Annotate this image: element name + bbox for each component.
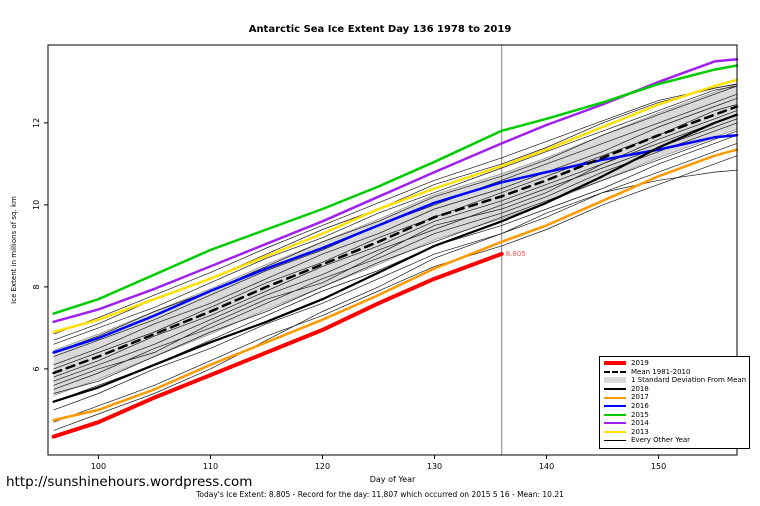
legend-label: 2017	[631, 393, 649, 402]
legend-swatch	[604, 431, 626, 434]
legend-swatch	[604, 422, 626, 425]
x-tick-label: 110	[203, 462, 218, 471]
y-tick-label: 8	[32, 284, 41, 289]
legend-label: 2014	[631, 419, 649, 428]
legend-label: 2013	[631, 427, 649, 436]
legend-item: 2017	[604, 393, 745, 402]
current-value-annotation: 8.805	[506, 250, 526, 258]
other-year-line	[53, 122, 738, 390]
legend-label: Every Other Year	[631, 436, 691, 445]
legend-item: 1 Standard Deviation From Mean	[604, 376, 747, 385]
legend-swatch	[604, 405, 626, 408]
plot-border	[47, 44, 738, 456]
summary-text: Today's Ice Extent: 8.805 - Record for t…	[196, 490, 564, 499]
legend-label: 1 Standard Deviation From Mean	[631, 376, 747, 385]
legend-label: 2016	[631, 401, 649, 410]
y-tick-label: 6	[32, 366, 41, 371]
legend-item: 2019	[604, 359, 745, 368]
other-year-line	[53, 83, 738, 335]
legend-label: Mean 1981-2010	[631, 367, 691, 376]
legend-label: 2015	[631, 410, 649, 419]
other-year-line	[53, 130, 738, 394]
legend-swatch	[604, 440, 626, 442]
legend-swatch	[604, 377, 626, 384]
legend-item: Every Other Year	[604, 436, 745, 445]
legend-label: 2019	[631, 359, 649, 367]
other-year-line	[53, 85, 738, 345]
other-year-line	[53, 114, 738, 386]
legend-item: 2014	[604, 419, 745, 428]
legend-swatch	[604, 413, 626, 416]
y-tick-label: 12	[32, 118, 41, 128]
source-url: http://sunshinehours.wordpress.com	[6, 474, 253, 490]
series-line-2014	[52, 58, 739, 324]
chart-title: Antarctic Sea Ice Extent Day 136 1978 to…	[248, 24, 512, 35]
other-year-line	[53, 155, 738, 423]
std-dev-band	[53, 84, 738, 396]
y-tick-label: 10	[32, 200, 41, 210]
other-year-line	[53, 143, 738, 411]
series-line-2018	[52, 113, 739, 403]
x-tick-label: 150	[651, 462, 666, 471]
x-axis-label: Day of Year	[370, 475, 416, 484]
x-tick-label: 120	[315, 462, 330, 471]
y-axis-label: Ice Extent in millions of sq. km	[10, 196, 18, 304]
series-line-mean-1981-2010	[52, 105, 739, 375]
legend-swatch	[604, 396, 626, 399]
legend-swatch	[604, 388, 626, 391]
x-tick-label: 100	[91, 462, 106, 471]
legend: 2019 Mean 1981-2010 1 Standard Deviation F…	[599, 356, 750, 449]
legend-swatch	[604, 370, 626, 373]
series-line-2015	[52, 64, 739, 315]
series-line-2019	[51, 251, 504, 439]
other-year-line	[53, 85, 738, 353]
legend-item: 2013	[604, 428, 745, 437]
other-year-line	[53, 104, 738, 370]
other-year-line	[53, 110, 738, 378]
x-tick-label: 140	[539, 462, 554, 471]
legend-item: Mean 1981-2010	[604, 368, 745, 377]
legend-item: 2018	[604, 385, 745, 394]
series-line-2013	[52, 78, 739, 334]
legend-item: 2016	[604, 402, 745, 411]
other-year-line	[53, 169, 738, 431]
other-year-line	[53, 97, 738, 366]
x-tick-label: 130	[427, 462, 442, 471]
legend-swatch	[604, 361, 626, 366]
legend-label: 2018	[631, 384, 649, 393]
series-line-2017	[52, 148, 739, 422]
legend-item: 2015	[604, 411, 745, 420]
